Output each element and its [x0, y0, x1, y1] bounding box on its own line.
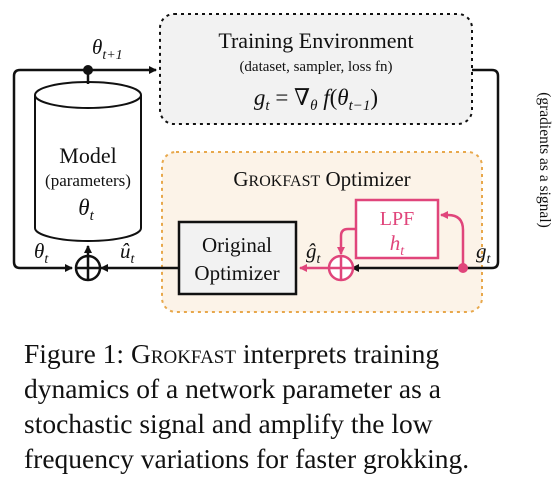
original-optimizer-box: Original Optimizer: [177, 220, 298, 296]
branch-dot: [83, 65, 93, 75]
grokfast-optimizer-title: GROKFAST Optimizer: [233, 167, 410, 191]
lpf-box: LPF ht: [354, 198, 440, 260]
caption-name: Grokfast: [130, 338, 236, 369]
g-branch-dot: [458, 263, 468, 273]
side-note: (gradients as a signal): [536, 92, 553, 228]
sum-node: [74, 254, 102, 282]
lpf-path: [299, 211, 465, 272]
model-cylinder: Model (parameters) θt: [34, 81, 142, 242]
training-env-title: Training Environment: [218, 28, 413, 53]
theta-t-label: θt: [34, 239, 49, 267]
model-title: Model: [59, 143, 116, 168]
feedback-loop-lines: [12, 66, 500, 272]
pink-sum-node: [327, 254, 355, 282]
training-env-subtitle: (dataset, sampler, loss fn): [239, 59, 392, 75]
training-environment-box: Training Environment (dataset, sampler, …: [159, 13, 473, 125]
original-optimizer-line1: Original: [202, 233, 272, 257]
caption-figure-label: Figure 1:: [24, 338, 125, 369]
model-subtitle: (parameters): [45, 171, 131, 190]
u-hat-label: ût: [120, 239, 136, 267]
g-t-label: gt: [476, 239, 492, 267]
figure-caption: Figure 1: Grokfast interprets training d…: [24, 336, 544, 476]
lpf-title: LPF: [380, 208, 414, 230]
caption-text: interprets training dynamics of a networ…: [24, 338, 470, 474]
original-optimizer-line2: Optimizer: [194, 261, 279, 285]
theta-next-label: θt+1: [92, 35, 123, 63]
grokfast-diagram: Training Environment (dataset, sampler, …: [12, 13, 553, 313]
